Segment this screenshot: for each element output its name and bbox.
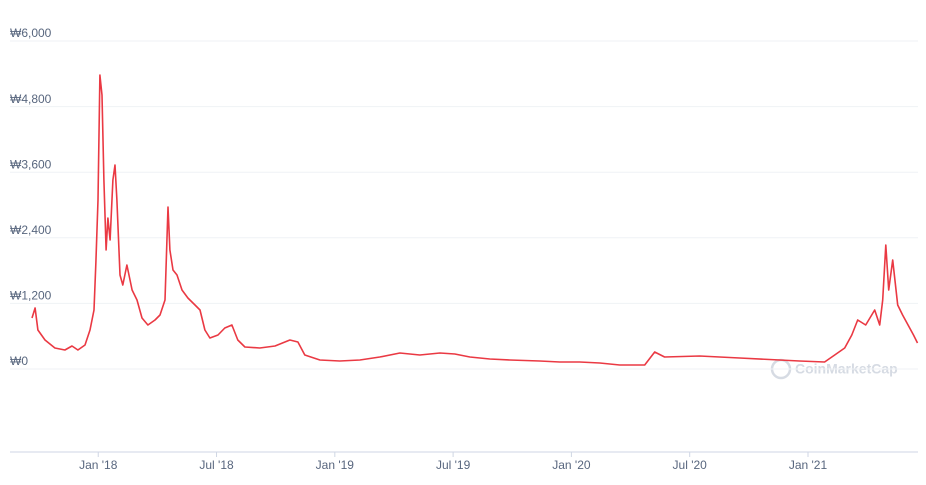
- y-tick-label: ₩6,000: [10, 26, 52, 40]
- x-tick-label: Jan '21: [789, 458, 828, 472]
- price-line: [31, 74, 919, 366]
- x-tick-label: Jan '18: [79, 458, 118, 472]
- y-tick-label: ₩2,400: [10, 223, 52, 237]
- y-tick-label: ₩0: [10, 354, 28, 368]
- y-tick-label: ₩1,200: [10, 289, 52, 303]
- x-tick-label: Jan '19: [316, 458, 355, 472]
- x-tick-label: Jul '19: [436, 458, 471, 472]
- y-tick-label: ₩3,600: [10, 157, 52, 171]
- y-tick-label: ₩4,800: [10, 92, 52, 106]
- x-tick-label: Jan '20: [552, 458, 591, 472]
- x-tick-label: Jul '20: [673, 458, 708, 472]
- x-tick-label: Jul '18: [199, 458, 234, 472]
